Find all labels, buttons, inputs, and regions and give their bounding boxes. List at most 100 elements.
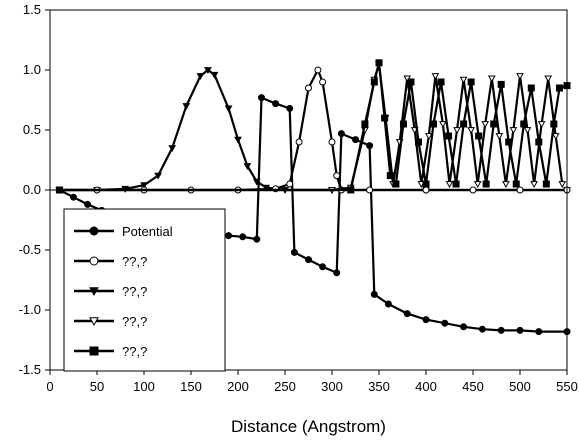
data-point — [509, 127, 518, 135]
legend-entry: ??,? — [74, 314, 147, 329]
data-point — [469, 186, 477, 194]
y-tick-label: -1.5 — [19, 362, 41, 377]
data-point — [542, 180, 550, 188]
data-point — [272, 100, 280, 108]
data-point — [467, 78, 475, 86]
data-point — [431, 73, 440, 81]
legend-label: ??,? — [122, 314, 147, 329]
data-point — [370, 290, 378, 298]
y-tick-label: 0.0 — [23, 182, 41, 197]
data-point — [295, 138, 303, 146]
legend-label: ??,? — [122, 344, 147, 359]
data-point — [430, 120, 438, 128]
y-tick-label: 1.0 — [23, 62, 41, 77]
y-tick-label: -0.5 — [19, 242, 41, 257]
data-point — [445, 181, 454, 189]
data-point — [140, 182, 148, 190]
data-point — [347, 186, 355, 194]
data-point — [558, 181, 567, 189]
data-point — [441, 319, 449, 327]
data-point — [243, 163, 252, 171]
data-point — [196, 73, 205, 81]
data-point — [262, 184, 271, 192]
legend-marker — [89, 256, 99, 266]
x-axis-title: Distance (Angstrom) — [231, 417, 386, 436]
data-point — [473, 181, 482, 189]
data-point — [452, 180, 460, 188]
legend-marker — [89, 226, 99, 236]
data-point — [551, 133, 560, 141]
data-point — [352, 136, 359, 144]
data-point — [84, 200, 92, 208]
data-point — [252, 178, 261, 186]
series-layer — [55, 59, 571, 336]
data-point — [258, 94, 265, 102]
data-point — [555, 84, 563, 92]
data-point — [516, 326, 524, 334]
data-point — [460, 323, 468, 331]
y-tick-label: 0.5 — [23, 122, 41, 137]
data-point — [497, 80, 505, 88]
legend-marker — [89, 287, 99, 297]
data-point — [495, 133, 504, 141]
data-point — [460, 120, 468, 128]
data-point — [168, 145, 177, 153]
legend-label: Potential — [122, 224, 173, 239]
data-point — [319, 263, 327, 271]
data-point — [333, 172, 341, 180]
axes-layer: 0 50 100 150 200 250 300 350 400 450 500 550 -1.5 -1.… — [19, 2, 578, 394]
data-point — [366, 142, 374, 150]
data-point — [502, 181, 510, 189]
data-point — [314, 66, 322, 74]
data-point — [439, 121, 447, 129]
x-tick-label: 50 — [90, 379, 104, 394]
data-point — [478, 325, 486, 333]
data-point — [407, 78, 415, 86]
data-point — [381, 114, 389, 122]
data-point — [225, 232, 233, 240]
data-point — [384, 300, 392, 308]
x-tick-label: 300 — [321, 379, 343, 394]
data-point — [70, 193, 77, 201]
data-point — [210, 71, 219, 79]
data-point — [490, 120, 498, 128]
data-point — [375, 59, 383, 67]
data-point — [337, 130, 345, 138]
data-point — [55, 186, 63, 194]
data-point — [239, 233, 247, 241]
data-point — [445, 132, 453, 140]
legend: Potential??,???,???,???,? — [63, 208, 226, 372]
data-point — [286, 180, 294, 188]
data-point — [386, 172, 394, 180]
data-point — [475, 132, 483, 140]
data-point — [523, 127, 532, 135]
data-point — [516, 186, 524, 194]
legend-label: ??,? — [122, 254, 147, 269]
data-point — [487, 75, 496, 83]
data-point — [305, 84, 312, 92]
legend-entry: Potential — [74, 224, 173, 239]
x-tick-label: 150 — [180, 379, 202, 394]
data-point — [550, 120, 558, 128]
data-point — [370, 78, 378, 86]
legend-entry: ??,? — [74, 344, 147, 359]
x-tick-label: 450 — [462, 379, 484, 394]
series-4 — [55, 59, 571, 194]
data-point — [467, 127, 475, 135]
data-point — [537, 121, 546, 129]
legend-marker — [89, 346, 99, 356]
data-point — [497, 326, 505, 334]
data-point — [520, 120, 528, 128]
data-point — [414, 138, 422, 146]
x-tick-label: 100 — [133, 379, 155, 394]
data-point — [399, 120, 407, 128]
data-point — [422, 316, 430, 324]
data-point — [505, 138, 513, 146]
data-point — [319, 78, 327, 86]
data-point — [366, 186, 374, 194]
data-point — [392, 180, 400, 188]
data-point — [544, 75, 553, 83]
data-point — [361, 120, 369, 128]
data-point — [424, 133, 433, 141]
